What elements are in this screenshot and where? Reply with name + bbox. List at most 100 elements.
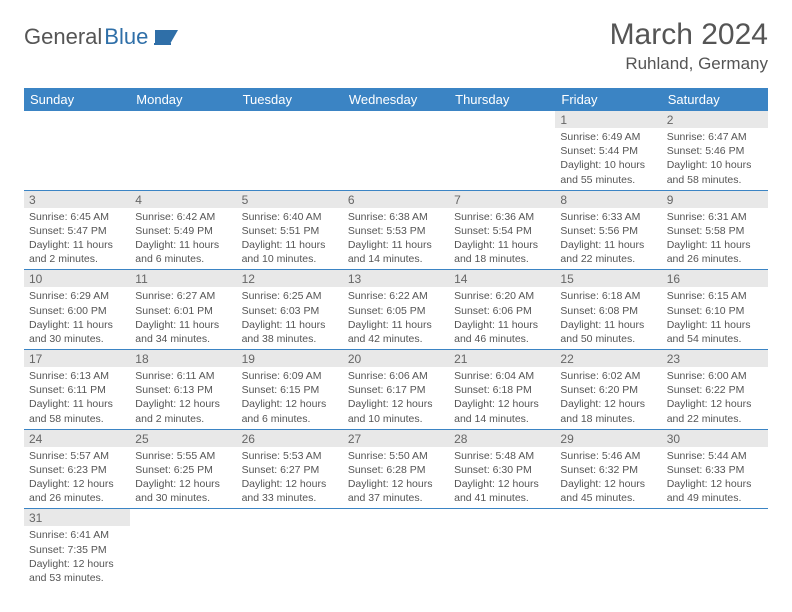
day-number: 24 [24, 430, 130, 447]
logo-text-2: Blue [104, 24, 148, 50]
day-details: Sunrise: 6:27 AMSunset: 6:01 PMDaylight:… [130, 287, 236, 349]
day-cell: 26Sunrise: 5:53 AMSunset: 6:27 PMDayligh… [237, 429, 343, 509]
empty-cell [343, 111, 449, 190]
day-number: 26 [237, 430, 343, 447]
day-cell: 5Sunrise: 6:40 AMSunset: 5:51 PMDaylight… [237, 190, 343, 270]
day-details: Sunrise: 6:41 AMSunset: 7:35 PMDaylight:… [24, 526, 130, 588]
day-number: 15 [555, 270, 661, 287]
day-details: Sunrise: 5:50 AMSunset: 6:28 PMDaylight:… [343, 447, 449, 509]
day-cell: 1Sunrise: 6:49 AMSunset: 5:44 PMDaylight… [555, 111, 661, 190]
day-cell: 13Sunrise: 6:22 AMSunset: 6:05 PMDayligh… [343, 270, 449, 350]
title-block: March 2024 Ruhland, Germany [610, 18, 768, 74]
day-details: Sunrise: 6:42 AMSunset: 5:49 PMDaylight:… [130, 208, 236, 270]
calendar-row: 1Sunrise: 6:49 AMSunset: 5:44 PMDaylight… [24, 111, 768, 190]
day-details: Sunrise: 5:48 AMSunset: 6:30 PMDaylight:… [449, 447, 555, 509]
day-cell: 24Sunrise: 5:57 AMSunset: 6:23 PMDayligh… [24, 429, 130, 509]
day-details: Sunrise: 6:49 AMSunset: 5:44 PMDaylight:… [555, 128, 661, 190]
day-details: Sunrise: 6:47 AMSunset: 5:46 PMDaylight:… [662, 128, 768, 190]
day-cell: 3Sunrise: 6:45 AMSunset: 5:47 PMDaylight… [24, 190, 130, 270]
day-details: Sunrise: 6:31 AMSunset: 5:58 PMDaylight:… [662, 208, 768, 270]
weekday-header: Tuesday [237, 88, 343, 111]
day-details: Sunrise: 6:11 AMSunset: 6:13 PMDaylight:… [130, 367, 236, 429]
logo-text-1: General [24, 24, 102, 50]
day-cell: 30Sunrise: 5:44 AMSunset: 6:33 PMDayligh… [662, 429, 768, 509]
day-number: 23 [662, 350, 768, 367]
day-cell: 4Sunrise: 6:42 AMSunset: 5:49 PMDaylight… [130, 190, 236, 270]
header: GeneralBlue March 2024 Ruhland, Germany [24, 18, 768, 74]
day-number: 31 [24, 509, 130, 526]
calendar-row: 3Sunrise: 6:45 AMSunset: 5:47 PMDaylight… [24, 190, 768, 270]
day-number: 16 [662, 270, 768, 287]
empty-cell [24, 111, 130, 190]
day-number: 4 [130, 191, 236, 208]
empty-cell [449, 509, 555, 588]
flag-icon [154, 28, 180, 46]
empty-cell [130, 509, 236, 588]
day-cell: 27Sunrise: 5:50 AMSunset: 6:28 PMDayligh… [343, 429, 449, 509]
day-details: Sunrise: 6:15 AMSunset: 6:10 PMDaylight:… [662, 287, 768, 349]
calendar-row: 10Sunrise: 6:29 AMSunset: 6:00 PMDayligh… [24, 270, 768, 350]
weekday-header: Saturday [662, 88, 768, 111]
day-cell: 18Sunrise: 6:11 AMSunset: 6:13 PMDayligh… [130, 350, 236, 430]
empty-cell [237, 509, 343, 588]
calendar-row: 31Sunrise: 6:41 AMSunset: 7:35 PMDayligh… [24, 509, 768, 588]
day-details: Sunrise: 6:02 AMSunset: 6:20 PMDaylight:… [555, 367, 661, 429]
day-cell: 7Sunrise: 6:36 AMSunset: 5:54 PMDaylight… [449, 190, 555, 270]
empty-cell [555, 509, 661, 588]
day-details: Sunrise: 6:25 AMSunset: 6:03 PMDaylight:… [237, 287, 343, 349]
day-details: Sunrise: 5:57 AMSunset: 6:23 PMDaylight:… [24, 447, 130, 509]
logo: GeneralBlue [24, 18, 180, 50]
day-cell: 25Sunrise: 5:55 AMSunset: 6:25 PMDayligh… [130, 429, 236, 509]
weekday-header: Sunday [24, 88, 130, 111]
weekday-header: Friday [555, 88, 661, 111]
day-number: 2 [662, 111, 768, 128]
day-details: Sunrise: 5:46 AMSunset: 6:32 PMDaylight:… [555, 447, 661, 509]
day-number: 11 [130, 270, 236, 287]
day-details: Sunrise: 6:45 AMSunset: 5:47 PMDaylight:… [24, 208, 130, 270]
day-number: 5 [237, 191, 343, 208]
day-details: Sunrise: 5:55 AMSunset: 6:25 PMDaylight:… [130, 447, 236, 509]
empty-cell [343, 509, 449, 588]
day-number: 27 [343, 430, 449, 447]
day-number: 21 [449, 350, 555, 367]
day-cell: 23Sunrise: 6:00 AMSunset: 6:22 PMDayligh… [662, 350, 768, 430]
day-cell: 12Sunrise: 6:25 AMSunset: 6:03 PMDayligh… [237, 270, 343, 350]
location: Ruhland, Germany [610, 54, 768, 74]
day-details: Sunrise: 6:13 AMSunset: 6:11 PMDaylight:… [24, 367, 130, 429]
calendar-row: 24Sunrise: 5:57 AMSunset: 6:23 PMDayligh… [24, 429, 768, 509]
day-cell: 8Sunrise: 6:33 AMSunset: 5:56 PMDaylight… [555, 190, 661, 270]
day-details: Sunrise: 6:29 AMSunset: 6:00 PMDaylight:… [24, 287, 130, 349]
day-cell: 14Sunrise: 6:20 AMSunset: 6:06 PMDayligh… [449, 270, 555, 350]
day-number: 29 [555, 430, 661, 447]
day-details: Sunrise: 5:53 AMSunset: 6:27 PMDaylight:… [237, 447, 343, 509]
day-number: 19 [237, 350, 343, 367]
calendar-row: 17Sunrise: 6:13 AMSunset: 6:11 PMDayligh… [24, 350, 768, 430]
day-number: 12 [237, 270, 343, 287]
day-details: Sunrise: 6:00 AMSunset: 6:22 PMDaylight:… [662, 367, 768, 429]
weekday-header: Thursday [449, 88, 555, 111]
empty-cell [449, 111, 555, 190]
day-cell: 11Sunrise: 6:27 AMSunset: 6:01 PMDayligh… [130, 270, 236, 350]
day-cell: 31Sunrise: 6:41 AMSunset: 7:35 PMDayligh… [24, 509, 130, 588]
day-details: Sunrise: 6:40 AMSunset: 5:51 PMDaylight:… [237, 208, 343, 270]
day-details: Sunrise: 6:04 AMSunset: 6:18 PMDaylight:… [449, 367, 555, 429]
day-number: 8 [555, 191, 661, 208]
day-cell: 15Sunrise: 6:18 AMSunset: 6:08 PMDayligh… [555, 270, 661, 350]
day-number: 22 [555, 350, 661, 367]
day-details: Sunrise: 6:33 AMSunset: 5:56 PMDaylight:… [555, 208, 661, 270]
day-cell: 16Sunrise: 6:15 AMSunset: 6:10 PMDayligh… [662, 270, 768, 350]
day-number: 17 [24, 350, 130, 367]
day-details: Sunrise: 6:22 AMSunset: 6:05 PMDaylight:… [343, 287, 449, 349]
calendar-body: 1Sunrise: 6:49 AMSunset: 5:44 PMDaylight… [24, 111, 768, 588]
day-cell: 6Sunrise: 6:38 AMSunset: 5:53 PMDaylight… [343, 190, 449, 270]
empty-cell [130, 111, 236, 190]
day-number: 7 [449, 191, 555, 208]
day-number: 3 [24, 191, 130, 208]
day-cell: 28Sunrise: 5:48 AMSunset: 6:30 PMDayligh… [449, 429, 555, 509]
empty-cell [237, 111, 343, 190]
day-number: 30 [662, 430, 768, 447]
day-cell: 22Sunrise: 6:02 AMSunset: 6:20 PMDayligh… [555, 350, 661, 430]
calendar-table: SundayMondayTuesdayWednesdayThursdayFrid… [24, 88, 768, 588]
calendar-head: SundayMondayTuesdayWednesdayThursdayFrid… [24, 88, 768, 111]
day-number: 1 [555, 111, 661, 128]
